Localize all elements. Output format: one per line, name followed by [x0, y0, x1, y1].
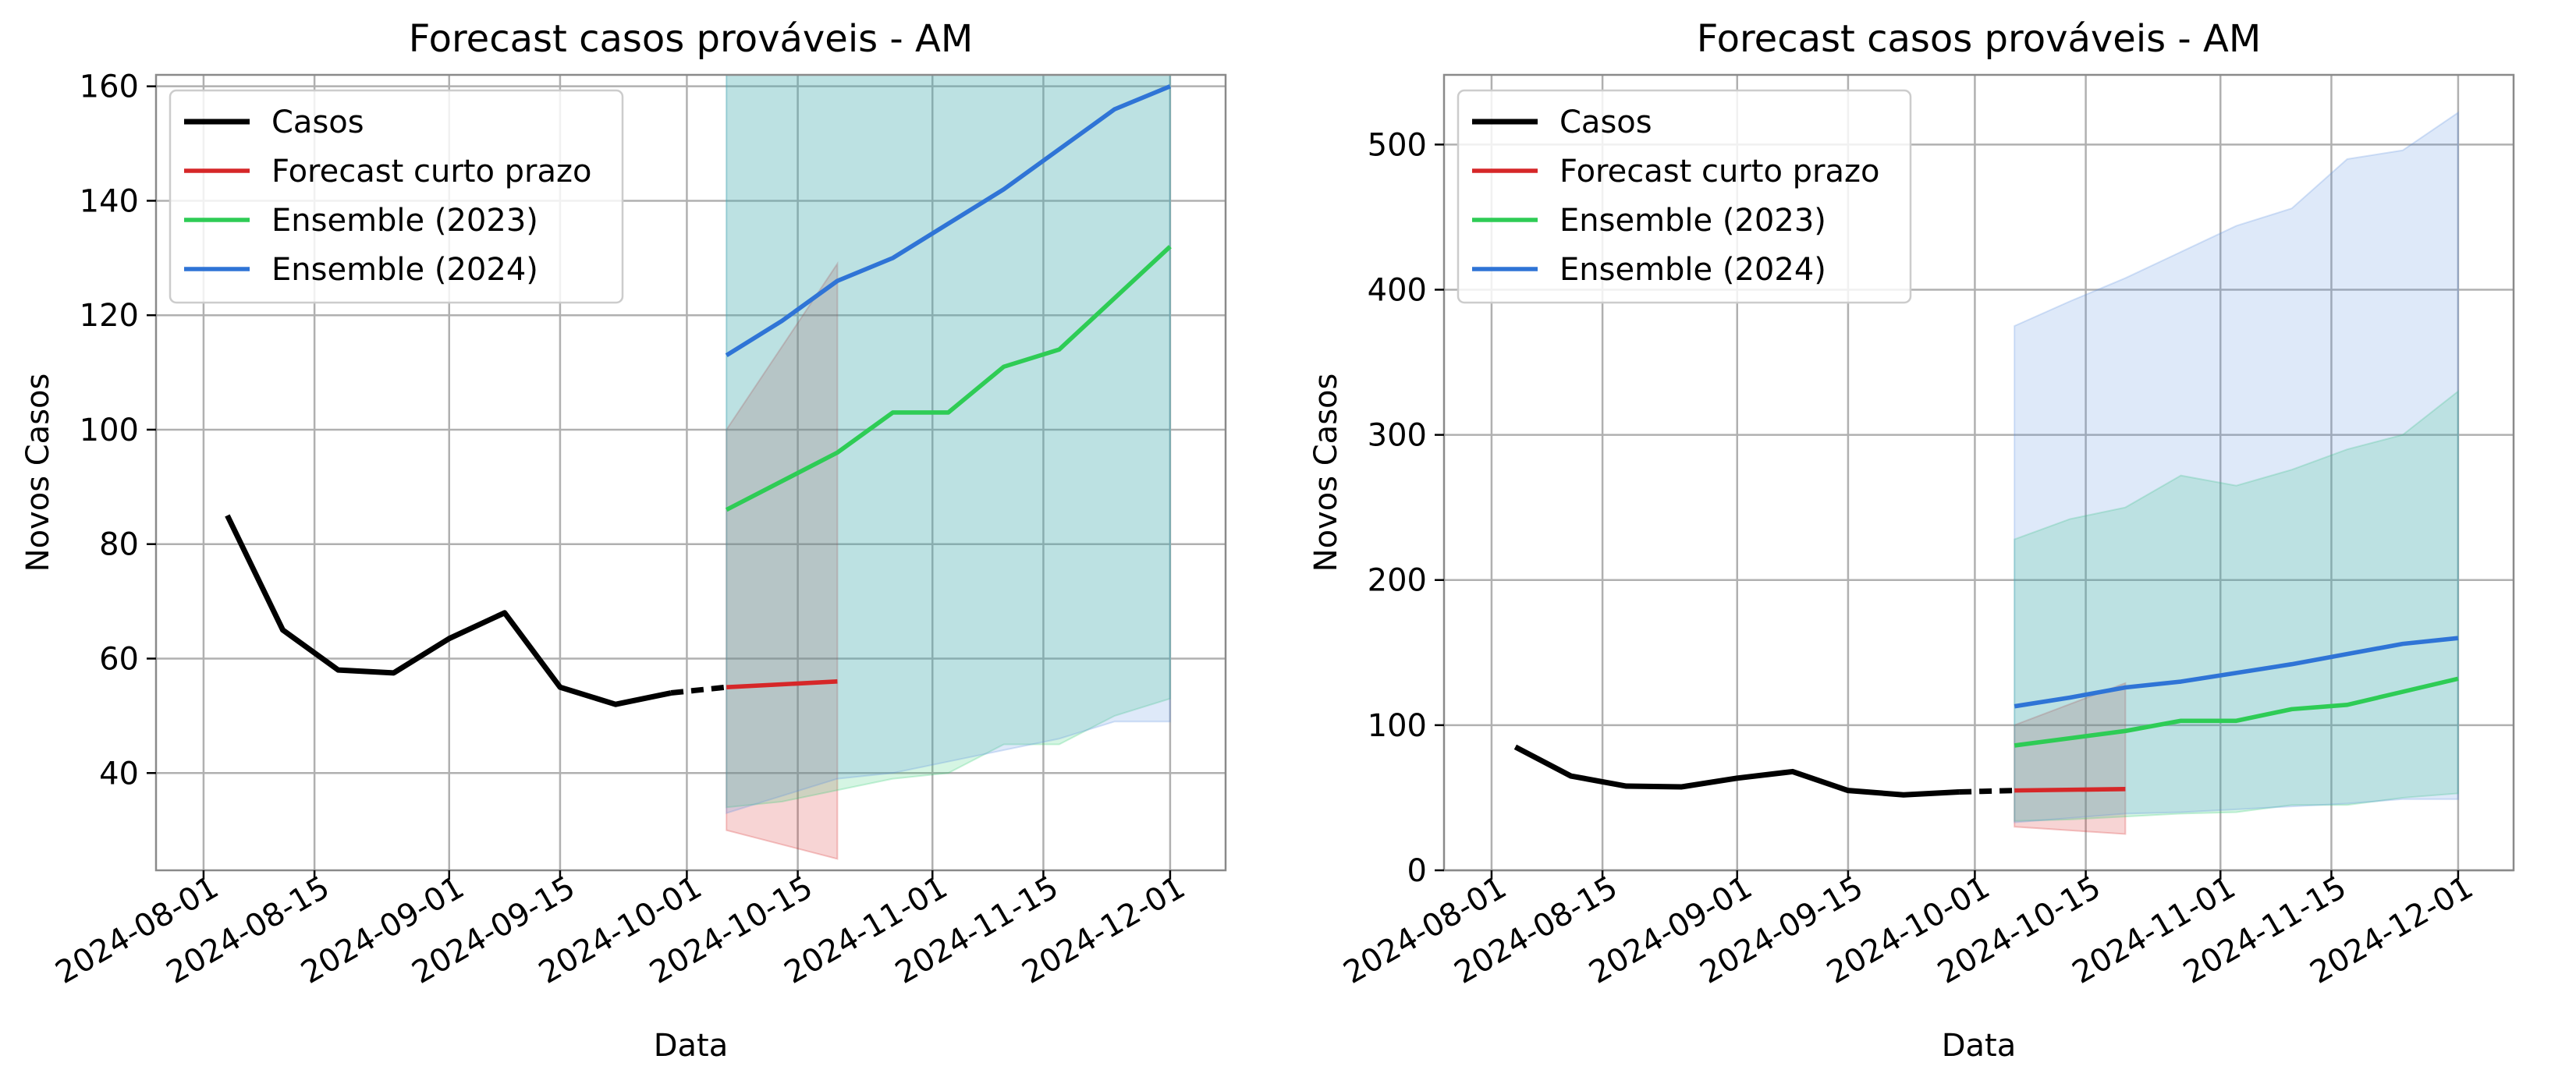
confidence-band-2	[2014, 111, 2459, 824]
y-tick-label: 300	[1368, 418, 1427, 454]
legend-box	[169, 89, 624, 304]
y-tick-label: 140	[80, 183, 139, 219]
y-tick-label: 160	[80, 69, 139, 105]
series-line-2	[2014, 786, 2126, 793]
y-tick-label: 200	[1368, 563, 1427, 599]
y-tick-label: 100	[80, 413, 139, 448]
confidence-band-1	[2014, 389, 2459, 822]
legend-label: Ensemble (2023)	[1559, 203, 1826, 239]
legend: Casos Forecast curto prazo Ensemble (2023)…	[169, 89, 624, 304]
legend-box	[1457, 89, 1912, 304]
axes-frame	[154, 73, 1227, 872]
legend-label: Ensemble (2024)	[271, 252, 538, 288]
legend: Casos Forecast curto prazo Ensemble (2023)…	[1457, 89, 1912, 304]
line-chart-right: 01002003004005002024-08-012024-08-152024…	[1308, 17, 2515, 1064]
line-chart-left: 4060801001201401602024-08-012024-08-1520…	[20, 17, 1227, 1064]
x-axis-label: Data	[1942, 1028, 2017, 1064]
y-tick-label: 500	[1368, 127, 1427, 163]
y-tick-label: 100	[1368, 708, 1427, 744]
chart-panel-right: 0 100 200 300 400 500 2024-08-01 2024-08-15 2024…	[1288, 0, 2576, 1084]
chart-panel-left: 40 60 80 100 120 140 160 2024-08-01 2024-08-15 20…	[20, 17, 1227, 1064]
confidence-band-0	[726, 260, 839, 860]
y-tick-label: 80	[99, 527, 139, 563]
legend-label: Casos	[1559, 105, 1652, 140]
y-tick-label: 0	[1407, 853, 1427, 889]
chart-title: Forecast casos prováveis - AM	[1697, 17, 2262, 61]
confidence-band-2	[726, 75, 1171, 814]
y-tick-label: 400	[1368, 272, 1427, 308]
series-line-0	[1513, 744, 1960, 798]
y-tick-label: 40	[99, 756, 139, 792]
confidence-band-0	[2014, 682, 2127, 835]
series-line-3	[725, 245, 1172, 512]
series-line-0	[225, 514, 672, 707]
legend-label: Casos	[271, 105, 364, 140]
legend-label: Forecast curto prazo	[271, 154, 591, 190]
y-axis-label: Novos Casos	[20, 374, 56, 572]
chart-title: Forecast casos prováveis - AM	[409, 17, 974, 61]
series-line-3	[2014, 676, 2459, 748]
y-tick-label: 60	[99, 641, 139, 677]
series-line-4	[725, 84, 1171, 357]
series-line-1	[1959, 788, 2015, 795]
legend-label: Forecast curto prazo	[1559, 154, 1879, 190]
legend-label: Ensemble (2024)	[1559, 252, 1826, 288]
series-line-4	[2014, 636, 2459, 709]
series-line-2	[726, 679, 838, 689]
axes-frame	[1442, 73, 2515, 872]
legend-label: Ensemble (2023)	[271, 203, 538, 239]
series-line-1	[670, 684, 727, 696]
y-axis-label: Novos Casos	[1308, 374, 1344, 572]
y-tick-label: 120	[80, 298, 139, 334]
x-axis-label: Data	[654, 1028, 729, 1064]
confidence-band-1	[726, 75, 1171, 809]
